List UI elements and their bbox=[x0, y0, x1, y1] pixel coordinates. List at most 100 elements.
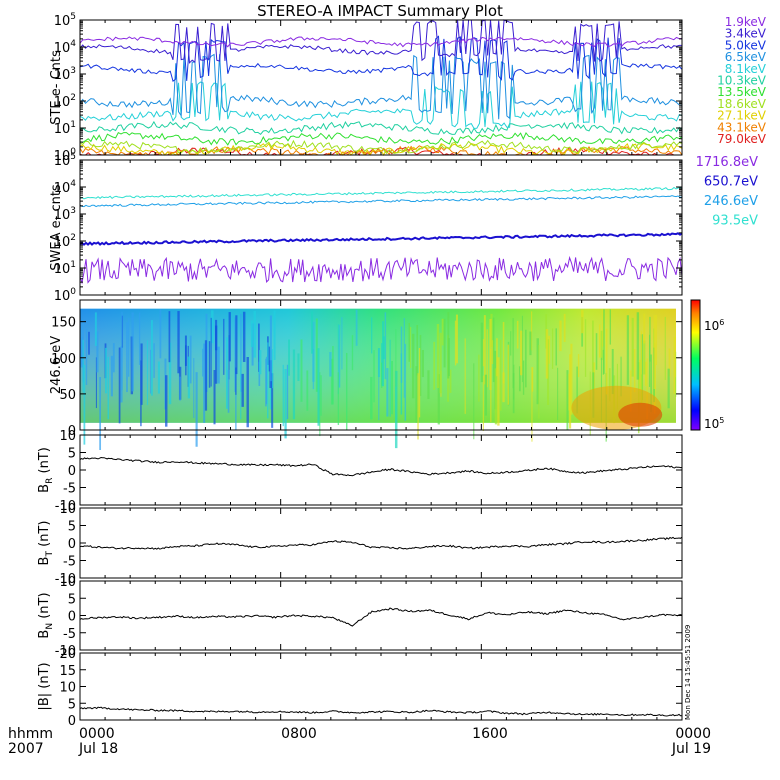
panel-frame bbox=[79, 159, 683, 296]
y-tick-exponent: 5 bbox=[70, 12, 76, 22]
x-tick-sub-3: Jul 19 bbox=[671, 741, 711, 757]
ste-series-1 bbox=[79, 19, 682, 64]
x-axis-labels: hhmm 2007 0000 Jul 18 0800 1600 0000 Jul… bbox=[8, 726, 711, 757]
x-tick-label-2: 1600 bbox=[472, 726, 508, 742]
ste-legend-2: 5.0keV bbox=[725, 38, 767, 52]
swea-legend-2: 246.6eV bbox=[704, 194, 758, 209]
y-label-unit: (nT) bbox=[37, 592, 52, 622]
y-tick-label: 10 bbox=[59, 502, 76, 517]
y-tick-label: -5 bbox=[63, 555, 76, 570]
y-tick-exponent: 3 bbox=[70, 206, 76, 216]
y-tick-base: 10 bbox=[54, 122, 71, 137]
field-trace-3 bbox=[79, 456, 683, 477]
plot-title: STEREO-A IMPACT Summary Plot bbox=[257, 2, 503, 20]
colorbar-exp: 6 bbox=[719, 318, 724, 327]
colorbar-label-bottom: 105 bbox=[704, 416, 724, 431]
y-tick-base: 10 bbox=[54, 154, 71, 169]
ste-legend-1: 3.4keV bbox=[725, 27, 767, 41]
y-tick-label: 104 bbox=[54, 179, 77, 196]
ste-series-8 bbox=[79, 142, 683, 157]
swea-legend-0: 1716.8eV bbox=[696, 155, 758, 170]
ste-series-6 bbox=[79, 131, 683, 146]
panel-field-6: 0 510 15 20 |B| (nT) bbox=[37, 647, 683, 729]
panel-frame bbox=[79, 507, 683, 579]
y-tick-label: 100 bbox=[54, 287, 77, 304]
y-tick-label: 15 bbox=[59, 664, 76, 679]
y-tick-label: 100 bbox=[51, 352, 76, 367]
y-tick-label: 0 bbox=[68, 537, 76, 552]
y-tick-label: 5 bbox=[68, 520, 76, 535]
swea-legend-1: 650.7eV bbox=[704, 175, 758, 190]
y-tick-label: -10 bbox=[55, 572, 76, 587]
y-tick-label: 5 bbox=[68, 592, 76, 607]
y-tick-exponent: 1 bbox=[70, 260, 76, 270]
y-tick-label: 10 bbox=[59, 429, 76, 444]
y-tick-label: 10 bbox=[59, 575, 76, 590]
swea-series-0 bbox=[79, 255, 683, 285]
colorbar-exp: 5 bbox=[719, 416, 724, 425]
panel-field-3: -10 -5 0 5 10 BR (nT) bbox=[37, 429, 683, 514]
y-label-unit: (nT) bbox=[37, 447, 52, 477]
timestamp-stamp: Mon Dec 14 15:45:51 2009 bbox=[684, 625, 692, 720]
ste-legend-10: 79.0keV bbox=[717, 132, 767, 146]
ste-legend-6: 13.5keV bbox=[717, 85, 767, 99]
ste-legend-8: 27.1keV bbox=[717, 109, 767, 123]
x-tick-label-0: 0000 bbox=[79, 726, 115, 742]
x-axis-corner-bottom: 2007 bbox=[8, 741, 44, 757]
y-tick-exponent: 4 bbox=[70, 39, 76, 49]
y-tick-label: 105 bbox=[54, 12, 76, 29]
y-axis-label: BR (nT) bbox=[37, 447, 55, 493]
panel-frame bbox=[79, 434, 683, 506]
swea-legend-3: 93.5eV bbox=[712, 214, 758, 229]
colorbar-label-top: 106 bbox=[704, 318, 724, 333]
y-tick-exponent: 4 bbox=[70, 179, 76, 189]
y-axis-label: BT (nT) bbox=[37, 521, 55, 566]
y-tick-label: 0 bbox=[68, 464, 76, 479]
y-tick-label: 150 bbox=[51, 316, 76, 331]
y-tick-label: 50 bbox=[59, 388, 76, 403]
y-tick-label: 101 bbox=[54, 260, 76, 277]
y-label-subscript: N bbox=[45, 623, 55, 630]
y-tick-label: 104 bbox=[54, 39, 77, 56]
y-label-main: B bbox=[37, 630, 52, 639]
y-tick-label: 5 bbox=[68, 697, 76, 712]
field-trace-4 bbox=[79, 536, 683, 550]
ste-legend-7: 18.6keV bbox=[717, 97, 767, 111]
colorbar bbox=[690, 299, 701, 431]
y-label-unit: (nT) bbox=[37, 521, 52, 551]
y-axis-label: |B| (nT) bbox=[37, 662, 52, 710]
x-tick-label-1: 0800 bbox=[281, 726, 317, 742]
x-tick-label-3: 0000 bbox=[675, 726, 711, 742]
y-tick-exponent: 2 bbox=[70, 93, 76, 103]
ste-legend-4: 8.1keV bbox=[725, 62, 767, 76]
y-tick-base: 10 bbox=[54, 149, 71, 164]
y-tick-label: -10 bbox=[55, 499, 76, 514]
y-axis-label: STE e- Cnts bbox=[49, 50, 64, 125]
y-tick-exponent: 5 bbox=[70, 152, 76, 162]
y-tick-exponent: 0 bbox=[70, 287, 76, 297]
y-tick-base: 10 bbox=[54, 289, 71, 304]
y-tick-exponent: 2 bbox=[70, 233, 76, 243]
panel-field-5: -10 -5 0 5 10 BN (nT) bbox=[37, 575, 683, 659]
y-tick-base: 10 bbox=[54, 68, 71, 83]
y-tick-label: 103 bbox=[54, 66, 76, 83]
y-tick-base: 10 bbox=[54, 262, 71, 277]
y-tick-exponent: 3 bbox=[70, 66, 76, 76]
ste-series-3 bbox=[79, 53, 683, 120]
y-label-main: B bbox=[37, 484, 52, 493]
swea-series-1 bbox=[79, 232, 683, 246]
y-tick-label: 0 bbox=[68, 714, 76, 729]
x-tick-sub-0: Jul 18 bbox=[78, 741, 118, 757]
y-tick-label: 0 bbox=[68, 610, 76, 625]
y-axis-label: 246.6 eV bbox=[49, 336, 64, 394]
y-tick-exponent: 1 bbox=[70, 120, 76, 130]
y-tick-label: -10 bbox=[55, 644, 76, 659]
ste-legend-9: 43.1keV bbox=[717, 120, 767, 134]
ste-series-5 bbox=[79, 120, 683, 135]
y-tick-label: 103 bbox=[54, 206, 76, 223]
y-tick-label: 102 bbox=[54, 93, 76, 110]
